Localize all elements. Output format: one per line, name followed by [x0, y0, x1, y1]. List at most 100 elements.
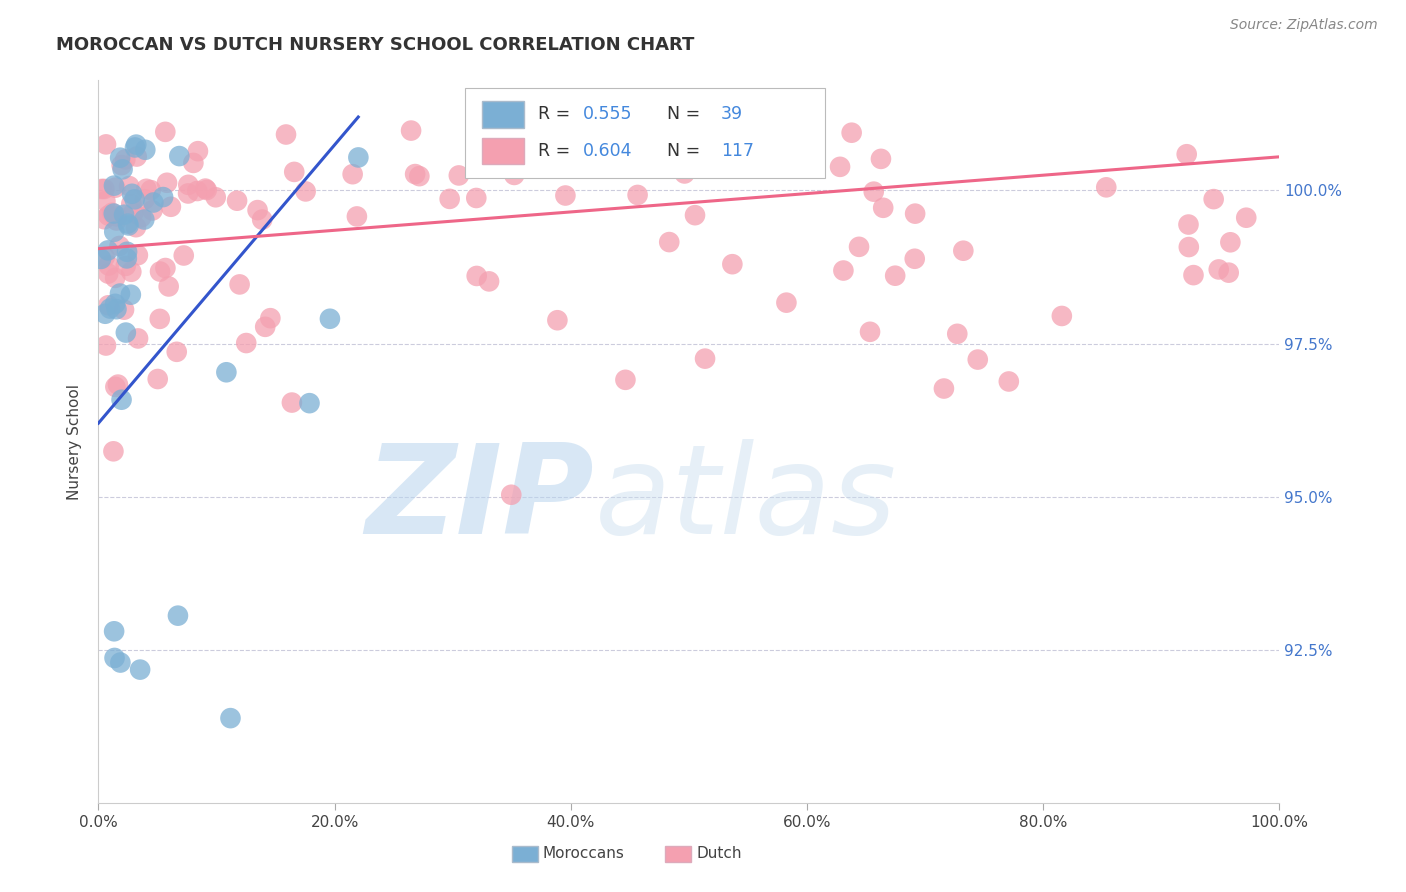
Point	[157, 279, 180, 293]
Point	[160, 200, 183, 214]
Point	[346, 210, 368, 224]
Point	[104, 271, 127, 285]
Point	[103, 444, 125, 458]
Text: N =: N =	[655, 105, 706, 123]
Point	[554, 188, 576, 202]
Point	[1050, 309, 1073, 323]
Point	[219, 711, 242, 725]
Point	[104, 180, 127, 194]
Point	[152, 190, 174, 204]
Point	[828, 160, 851, 174]
Point	[104, 380, 127, 394]
Point	[115, 326, 138, 340]
Point	[693, 351, 716, 366]
Point	[94, 137, 117, 152]
Point	[117, 219, 139, 233]
Point	[129, 211, 152, 225]
Text: R =: R =	[537, 105, 575, 123]
Text: Source: ZipAtlas.com: Source: ZipAtlas.com	[1230, 18, 1378, 32]
Text: 39: 39	[721, 105, 742, 123]
Point	[298, 396, 321, 410]
Text: atlas: atlas	[595, 439, 897, 560]
Point	[1208, 262, 1230, 277]
Point	[112, 302, 135, 317]
Point	[946, 326, 969, 341]
Point	[97, 209, 120, 223]
Point	[683, 208, 706, 222]
Point	[141, 203, 163, 218]
Point	[103, 651, 125, 665]
Point	[399, 123, 422, 137]
Point	[1202, 192, 1225, 206]
Point	[166, 344, 188, 359]
Text: 0.604: 0.604	[582, 142, 633, 160]
Point	[1182, 268, 1205, 282]
Point	[97, 298, 120, 312]
Point	[167, 608, 190, 623]
Point	[1177, 218, 1199, 232]
Point	[115, 252, 138, 266]
Point	[177, 178, 200, 192]
Point	[125, 137, 148, 152]
Point	[104, 297, 127, 311]
Y-axis label: Nursery School: Nursery School	[67, 384, 83, 500]
Point	[721, 257, 744, 271]
Point	[226, 194, 249, 208]
Point	[952, 244, 974, 258]
Point	[478, 274, 501, 288]
Text: R =: R =	[537, 142, 575, 160]
Point	[1218, 266, 1240, 280]
Point	[546, 313, 568, 327]
Point	[93, 182, 115, 196]
FancyBboxPatch shape	[665, 847, 692, 862]
Point	[501, 488, 523, 502]
Point	[319, 311, 342, 326]
Text: MOROCCAN VS DUTCH NURSERY SCHOOL CORRELATION CHART: MOROCCAN VS DUTCH NURSERY SCHOOL CORRELA…	[56, 36, 695, 54]
Point	[97, 267, 120, 281]
Point	[120, 197, 142, 211]
Point	[114, 259, 136, 273]
Point	[149, 311, 172, 326]
Point	[904, 207, 927, 221]
Text: N =: N =	[655, 142, 706, 160]
Point	[347, 150, 370, 164]
Point	[115, 244, 138, 259]
Text: Moroccans: Moroccans	[543, 846, 624, 861]
Point	[90, 182, 112, 196]
Point	[283, 165, 305, 179]
Point	[195, 183, 218, 197]
Point	[134, 192, 156, 206]
Point	[215, 365, 238, 379]
Point	[134, 143, 156, 157]
Point	[848, 240, 870, 254]
Point	[146, 372, 169, 386]
Point	[121, 186, 143, 201]
Point	[155, 260, 177, 275]
Point	[103, 178, 125, 193]
Text: Dutch: Dutch	[696, 846, 741, 861]
Point	[122, 206, 145, 220]
Point	[274, 128, 297, 142]
Point	[177, 186, 200, 201]
Point	[111, 158, 134, 172]
Point	[841, 126, 863, 140]
Point	[127, 331, 149, 345]
Point	[127, 248, 149, 262]
Point	[124, 192, 146, 206]
FancyBboxPatch shape	[482, 137, 523, 164]
Point	[204, 190, 226, 204]
Point	[124, 140, 146, 154]
Point	[103, 624, 125, 639]
Point	[235, 336, 257, 351]
Point	[98, 301, 121, 316]
Point	[135, 182, 157, 196]
Text: 0.555: 0.555	[582, 105, 633, 123]
Point	[125, 220, 148, 235]
Point	[94, 338, 117, 352]
Point	[156, 176, 179, 190]
Point	[1234, 211, 1257, 225]
Point	[173, 248, 195, 262]
Point	[447, 169, 470, 183]
Point	[108, 286, 131, 301]
Point	[110, 392, 132, 407]
